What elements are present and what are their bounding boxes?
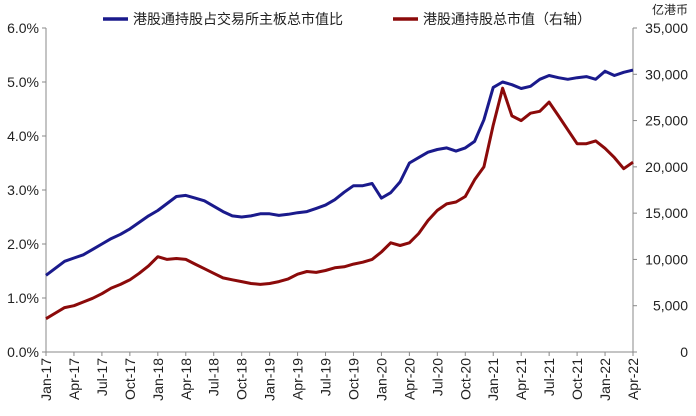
left-axis-ticks: 0.0% 1.0% 2.0% 3.0% 4.0% 5.0% 6.0% [7,20,46,360]
x-tick-label: Jan-18 [150,358,166,401]
x-tick-label: Jan-19 [262,358,278,401]
x-tick-label: Oct-17 [122,358,138,400]
x-axis-ticks: Jan-17 Apr-17 Jul-17 Oct-17 Jan-18 Apr-18 Jul-… [38,352,641,401]
x-tick-label: Jul-19 [318,358,334,396]
right-axis-unit: 亿港币 [652,2,688,17]
x-tick-label: Jul-21 [541,358,557,396]
x-tick-label: Apr-18 [178,358,194,400]
right-tick-label: 5,000 [653,298,688,314]
x-tick-label: Jan-21 [485,358,501,401]
x-tick-label: Jan-22 [597,358,613,401]
x-tick-label: Jul-17 [94,358,110,396]
legend-label-ratio: 港股通持股占交易所主板总市值比 [133,11,343,28]
right-tick-label: 15,000 [645,205,688,221]
right-tick-label: 0 [680,344,688,360]
left-tick-label: 3.0% [7,182,39,198]
x-tick-label: Oct-21 [569,358,585,400]
x-tick-label: Jul-18 [206,358,222,396]
right-tick-label: 10,000 [645,251,688,267]
x-tick-label: Apr-22 [625,358,641,400]
x-tick-label: Apr-19 [290,358,306,400]
left-tick-label: 5.0% [7,74,39,90]
left-tick-label: 4.0% [7,128,39,144]
x-tick-label: Jul-20 [429,358,445,396]
x-tick-label: Jan-17 [38,358,54,401]
legend-label-value: 港股通持股总市值（右轴） [423,11,591,28]
series-line-ratio [45,68,634,277]
left-tick-label: 0.0% [7,344,39,360]
left-tick-label: 6.0% [7,20,39,36]
x-tick-label: Jan-20 [373,358,389,401]
x-tick-label: Oct-19 [345,358,361,400]
x-tick-label: Apr-21 [513,358,529,400]
right-axis-ticks: 0 5,000 10,000 15,000 20,000 25,000 30,000 35,0… [633,20,688,360]
right-tick-label: 20,000 [645,159,688,175]
x-tick-label: Apr-17 [66,358,82,400]
left-tick-label: 2.0% [7,236,39,252]
legend: 港股通持股占交易所主板总市值比 港股通持股总市值（右轴） [103,11,591,28]
x-tick-label: Apr-20 [401,358,417,400]
left-tick-label: 1.0% [7,290,39,306]
right-tick-label: 25,000 [645,113,688,129]
right-tick-label: 30,000 [645,66,688,82]
x-tick-label: Oct-20 [457,358,473,400]
right-tick-label: 35,000 [645,20,688,36]
x-tick-label: Oct-18 [234,358,250,400]
series-line-value [45,86,634,320]
